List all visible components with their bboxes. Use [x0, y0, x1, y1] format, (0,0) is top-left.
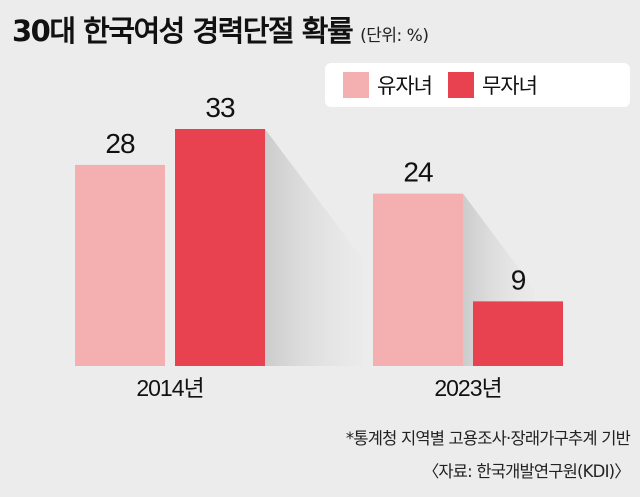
- category-label-group: 2014년 2023년: [136, 375, 502, 401]
- bar-2014년-유자녀: [75, 164, 165, 366]
- category-label-2023년: 2023년: [434, 375, 501, 401]
- data-label-2014년-무자녀: 33: [205, 92, 235, 123]
- unit-label: (단위: %): [360, 26, 429, 46]
- legend-swatch-with-children: [343, 72, 369, 98]
- bar-2014년-무자녀: [175, 129, 265, 366]
- bar-shadow-2014년: [265, 129, 363, 366]
- bar-group: [75, 129, 563, 366]
- legend-item-with-children: 유자녀: [343, 70, 433, 100]
- chart-title: 30대 한국여성 경력단절 확률: [12, 14, 354, 48]
- footnote-source: *통계청 지역별 고용조사·장래가구추계 기반: [345, 429, 631, 448]
- data-label-2023년-유자녀: 24: [403, 157, 433, 188]
- footnote-credit: 〈자료: 한국개발연구원(KDI)〉: [422, 462, 631, 481]
- data-label-group: 28 33 24 9: [105, 92, 526, 295]
- legend-swatch-without-children: [447, 72, 474, 98]
- legend-label-with-children: 유자녀: [377, 74, 433, 98]
- bar-2023년-무자녀: [473, 301, 563, 366]
- bar-2023년-유자녀: [373, 193, 463, 366]
- category-label-2014년: 2014년: [136, 375, 203, 401]
- data-label-2023년-무자녀: 9: [511, 264, 526, 295]
- legend-label-without-children: 무자녀: [481, 74, 538, 98]
- legend: 유자녀 무자녀: [325, 63, 630, 107]
- legend-item-without-children: 무자녀: [447, 70, 538, 100]
- title-row: 30대 한국여성 경력단절 확률 (단위: %): [12, 8, 429, 48]
- data-label-2014년-유자녀: 28: [105, 128, 135, 159]
